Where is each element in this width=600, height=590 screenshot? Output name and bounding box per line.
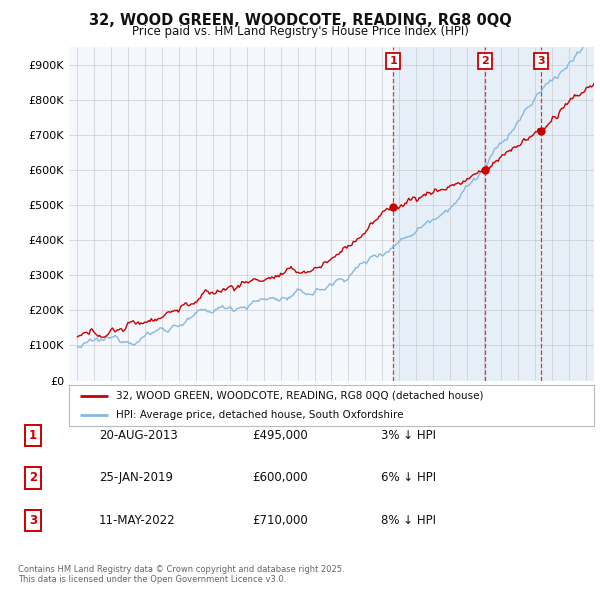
Text: £710,000: £710,000 — [252, 514, 308, 527]
Text: 3: 3 — [29, 514, 37, 527]
Text: 25-JAN-2019: 25-JAN-2019 — [99, 471, 173, 484]
Text: 20-AUG-2013: 20-AUG-2013 — [99, 429, 178, 442]
Text: 2: 2 — [29, 471, 37, 484]
Text: 2: 2 — [481, 56, 489, 66]
Text: 1: 1 — [29, 429, 37, 442]
Text: 32, WOOD GREEN, WOODCOTE, READING, RG8 0QQ (detached house): 32, WOOD GREEN, WOODCOTE, READING, RG8 0… — [116, 391, 484, 401]
Bar — [393, 47, 594, 381]
Text: Price paid vs. HM Land Registry's House Price Index (HPI): Price paid vs. HM Land Registry's House … — [131, 25, 469, 38]
Text: £600,000: £600,000 — [252, 471, 308, 484]
Text: 3% ↓ HPI: 3% ↓ HPI — [381, 429, 436, 442]
Text: £495,000: £495,000 — [252, 429, 308, 442]
Text: 6% ↓ HPI: 6% ↓ HPI — [381, 471, 436, 484]
Text: 32, WOOD GREEN, WOODCOTE, READING, RG8 0QQ: 32, WOOD GREEN, WOODCOTE, READING, RG8 0… — [89, 13, 511, 28]
Text: 1: 1 — [389, 56, 397, 66]
Text: 11-MAY-2022: 11-MAY-2022 — [99, 514, 176, 527]
Text: Contains HM Land Registry data © Crown copyright and database right 2025.
This d: Contains HM Land Registry data © Crown c… — [18, 565, 344, 584]
Text: 3: 3 — [537, 56, 545, 66]
Text: 8% ↓ HPI: 8% ↓ HPI — [381, 514, 436, 527]
Text: HPI: Average price, detached house, South Oxfordshire: HPI: Average price, detached house, Sout… — [116, 410, 404, 420]
